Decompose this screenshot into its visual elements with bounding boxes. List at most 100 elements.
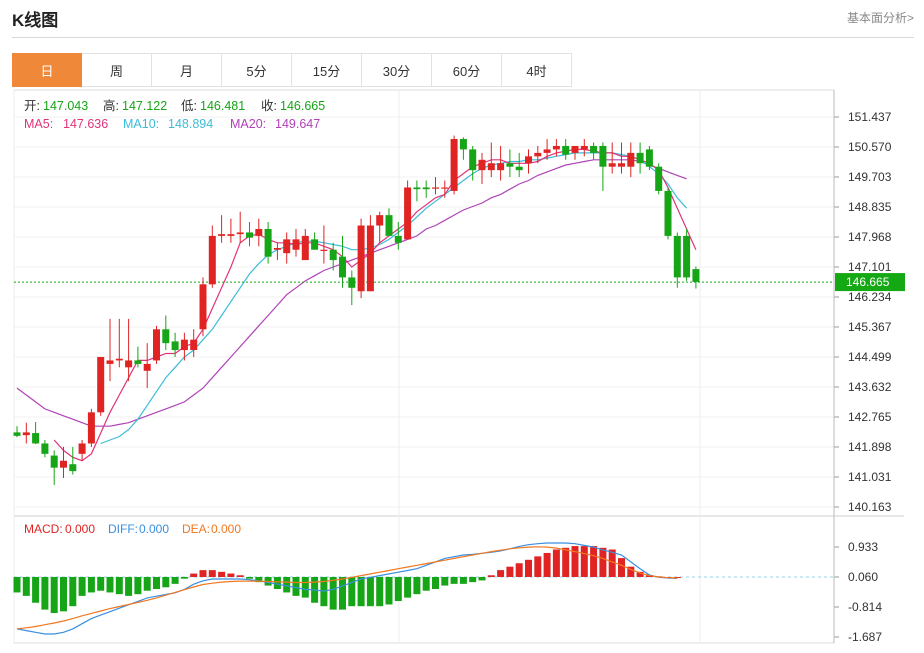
candle-body xyxy=(627,152,635,167)
ma5-line xyxy=(53,148,697,462)
macd-value: 0.000 xyxy=(65,522,95,536)
y-tick-label: 146.234 xyxy=(848,290,892,304)
y-tick-label: 149.703 xyxy=(848,170,892,184)
tab-60min[interactable]: 60分 xyxy=(432,53,502,87)
candle-body xyxy=(450,139,458,191)
indicator-lines xyxy=(14,148,834,635)
macd-label: MACD: xyxy=(24,522,63,536)
current-price-badge xyxy=(835,273,905,292)
y-tick-label: 141.031 xyxy=(848,470,892,484)
candle-body xyxy=(162,329,170,344)
candle-body xyxy=(543,149,551,153)
ohlc-close-value: 146.665 xyxy=(280,99,325,113)
dea-value: 0.000 xyxy=(211,522,241,536)
tab-30min[interactable]: 30分 xyxy=(362,53,432,87)
candle-body xyxy=(301,235,309,261)
ohlc-low-label: 低: xyxy=(181,99,197,113)
candle-body xyxy=(143,363,151,371)
candle-body xyxy=(199,284,207,330)
macd-bar xyxy=(627,566,635,577)
macd-bar xyxy=(180,576,188,579)
tab-4hour[interactable]: 4时 xyxy=(502,53,572,87)
macd-bar xyxy=(87,576,95,593)
candle-body xyxy=(348,277,356,288)
y-tick-label: 141.898 xyxy=(848,440,892,454)
macd-bar xyxy=(413,576,421,595)
candle-body xyxy=(134,360,142,364)
y-tick-label: 150.570 xyxy=(848,140,892,154)
macd-bar xyxy=(162,576,170,588)
macd-bar xyxy=(422,576,430,591)
candle-body xyxy=(515,166,523,171)
macd-bar xyxy=(506,566,514,577)
macd-bar xyxy=(571,546,579,577)
macd-bar xyxy=(246,576,253,579)
ma20-value: 149.647 xyxy=(275,117,320,131)
y-tick-label: 140.163 xyxy=(848,500,892,514)
current-price-label: 146.665 xyxy=(846,275,890,289)
ohlc-close-label: 收: xyxy=(261,99,277,113)
candle-body xyxy=(320,249,328,251)
header-divider xyxy=(12,37,914,38)
macd-bar xyxy=(208,570,216,577)
macd-bar xyxy=(301,576,309,598)
macd-bar xyxy=(60,576,67,612)
candle-body xyxy=(41,443,49,454)
candle-body xyxy=(692,269,700,282)
candle-body xyxy=(246,232,253,238)
macd-bar xyxy=(432,576,439,590)
candle-body xyxy=(580,145,588,150)
candle-body xyxy=(208,235,216,285)
tab-day[interactable]: 日 xyxy=(12,53,82,87)
candle-body xyxy=(562,145,570,155)
macd-bar xyxy=(227,573,235,577)
macd-bar xyxy=(469,576,477,583)
candle-body xyxy=(469,149,477,171)
candle-body xyxy=(50,455,58,468)
y-tick-label: 147.968 xyxy=(848,230,892,244)
macd-bar xyxy=(580,546,588,577)
tab-week[interactable]: 周 xyxy=(82,53,152,87)
y-axis-labels: 151.437 150.570 149.703 148.835 147.968 147.1… xyxy=(833,90,905,644)
macd-bar xyxy=(459,576,467,584)
diff-value: 0.000 xyxy=(139,522,169,536)
candle-body xyxy=(478,159,486,171)
macd-bar xyxy=(153,576,160,590)
macd-bar xyxy=(636,571,644,577)
candle-body xyxy=(534,152,542,157)
candle-body xyxy=(683,235,691,278)
macd-bar xyxy=(199,570,207,577)
macd-bar xyxy=(515,563,523,577)
macd-tick-label: 0.933 xyxy=(848,540,878,554)
macd-bar xyxy=(441,576,449,586)
candle-body xyxy=(22,432,30,436)
candle-body xyxy=(664,190,672,236)
macd-bar xyxy=(134,576,142,595)
tab-15min[interactable]: 15分 xyxy=(292,53,362,87)
tab-5min[interactable]: 5分 xyxy=(222,53,292,87)
tab-month[interactable]: 月 xyxy=(152,53,222,87)
fundamental-analysis-link[interactable]: 基本面分析> xyxy=(846,11,914,25)
y-tick-label: 145.367 xyxy=(848,320,892,334)
macd-bar xyxy=(283,576,291,593)
candle-body xyxy=(441,187,449,189)
macd-bar xyxy=(41,576,49,610)
macd-tick-label: 0.060 xyxy=(848,570,878,584)
macd-bar xyxy=(450,576,458,584)
macd-bar xyxy=(404,576,412,598)
kline-chart[interactable]: 151.437 150.570 149.703 148.835 147.968 147.1… xyxy=(12,88,914,648)
candle-body xyxy=(357,225,365,292)
y-tick-label: 148.835 xyxy=(848,200,892,214)
candle-body xyxy=(506,163,514,167)
chart-frame xyxy=(13,89,835,644)
macd-bar xyxy=(50,576,58,614)
candles xyxy=(13,135,700,485)
macd-tick-label: -0.814 xyxy=(848,600,882,614)
candle-body xyxy=(497,163,505,171)
kline-svg[interactable]: 151.437 150.570 149.703 148.835 147.968 147.1… xyxy=(12,88,914,648)
candle-body xyxy=(618,163,625,167)
macd-bar xyxy=(543,552,551,577)
candle-body xyxy=(125,360,133,368)
candle-body xyxy=(422,187,430,190)
macd-bar xyxy=(292,576,300,596)
